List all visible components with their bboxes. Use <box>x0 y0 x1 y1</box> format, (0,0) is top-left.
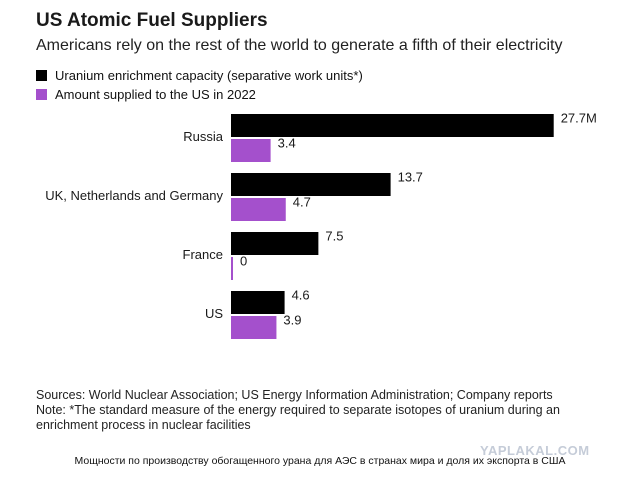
data-label: 4.7 <box>293 195 311 210</box>
chart-subtitle: Americans rely on the rest of the world … <box>36 37 563 54</box>
legend-item-supplied: Amount supplied to the US in 2022 <box>36 85 363 104</box>
category-label: Russia <box>183 129 224 144</box>
bar-capacity <box>231 232 319 255</box>
image-caption: Мощности по производству обогащенного ур… <box>74 455 566 467</box>
bar-capacity <box>231 114 554 137</box>
legend-item-capacity: Uranium enrichment capacity (separative … <box>36 66 363 85</box>
legend-swatch-capacity <box>36 70 47 81</box>
legend-label-capacity: Uranium enrichment capacity (separative … <box>55 68 363 83</box>
sources-text: Sources: World Nuclear Association; US E… <box>36 388 553 402</box>
data-label: 13.7 <box>398 170 423 185</box>
data-label: 3.9 <box>283 313 301 328</box>
watermark: YAPLAKAL.COM <box>480 443 590 458</box>
category-label: UK, Netherlands and Germany <box>45 188 223 203</box>
bar-capacity <box>231 173 391 196</box>
category-label: France <box>183 247 223 262</box>
data-label: 7.5 <box>325 229 343 244</box>
legend-swatch-supplied <box>36 89 47 100</box>
category-label: US <box>205 306 223 321</box>
bar-supplied <box>231 316 277 339</box>
data-label: 0 <box>240 254 247 269</box>
bar-capacity <box>231 291 285 314</box>
chart-title: US Atomic Fuel Suppliers <box>36 10 268 31</box>
data-label: 27.7M <box>561 111 597 126</box>
data-label: 4.6 <box>292 288 310 303</box>
chart-notes: Sources: World Nuclear Association; US E… <box>36 388 616 433</box>
bar-supplied <box>231 198 286 221</box>
legend: Uranium enrichment capacity (separative … <box>36 66 363 104</box>
bar-supplied <box>231 257 233 280</box>
note-text: Note: *The standard measure of the energ… <box>36 403 560 432</box>
bar-supplied <box>231 139 271 162</box>
bar-chart: Russia 27.7M 3.4 UK, Netherlands and German… <box>45 111 597 339</box>
data-label: 3.4 <box>278 136 296 151</box>
legend-label-supplied: Amount supplied to the US in 2022 <box>55 87 256 102</box>
